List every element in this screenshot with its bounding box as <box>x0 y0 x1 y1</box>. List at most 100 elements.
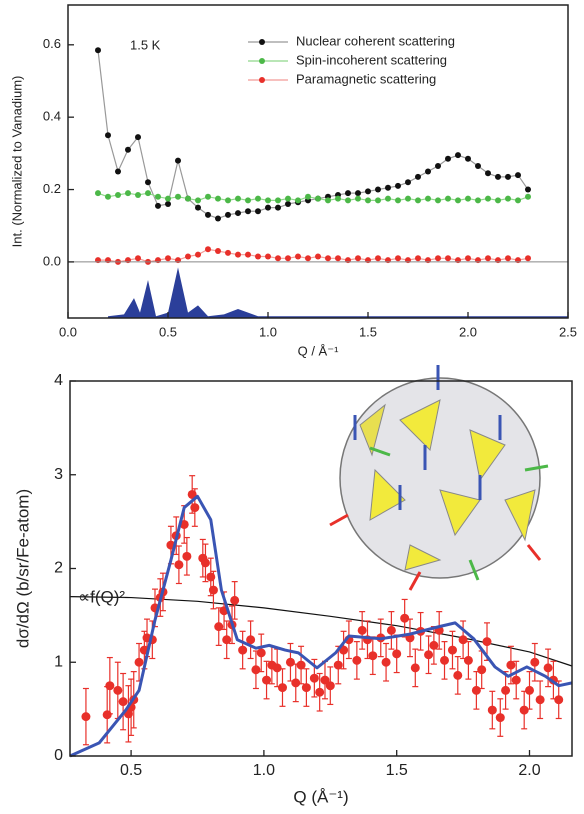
data-point <box>525 193 531 200</box>
data-point <box>415 197 421 204</box>
data-point <box>296 660 306 670</box>
data-point <box>215 248 221 255</box>
data-point <box>463 655 473 665</box>
data-point <box>395 182 401 189</box>
data-point <box>405 195 411 202</box>
data-point <box>465 195 471 202</box>
series-line <box>69 494 573 758</box>
data-point <box>255 195 261 202</box>
data-point <box>495 197 501 204</box>
y-tick-label: 0.0 <box>43 253 61 268</box>
data-point <box>256 648 266 658</box>
data-point <box>155 202 161 209</box>
data-point <box>440 655 450 665</box>
data-point <box>165 201 171 208</box>
x-tick-label: 2.0 <box>459 324 477 339</box>
data-point <box>415 255 421 262</box>
data-point <box>501 685 511 695</box>
data-point <box>495 713 505 723</box>
data-point <box>230 595 240 605</box>
legend-marker <box>259 58 265 64</box>
data-point <box>309 673 319 683</box>
data-point <box>200 558 210 568</box>
data-point <box>215 215 221 222</box>
data-point <box>195 204 201 211</box>
data-point <box>386 625 396 635</box>
y-tick-label: 3 <box>54 466 63 483</box>
data-point <box>185 253 191 260</box>
data-point <box>225 197 231 204</box>
data-point <box>325 255 331 262</box>
data-point <box>405 179 411 186</box>
data-point <box>175 193 181 200</box>
data-point <box>368 651 378 661</box>
data-point <box>554 695 564 705</box>
data-point <box>425 195 431 202</box>
data-point <box>95 47 101 54</box>
data-point <box>265 204 271 211</box>
data-point <box>115 168 121 175</box>
data-point <box>515 172 521 179</box>
data-point <box>182 551 192 561</box>
data-point <box>425 168 431 175</box>
data-point <box>375 197 381 204</box>
data-point <box>275 204 281 211</box>
data-point <box>305 255 311 262</box>
data-point <box>105 132 111 139</box>
data-point <box>135 191 141 198</box>
data-point <box>113 685 123 695</box>
data-point <box>429 640 439 650</box>
data-point <box>453 670 463 680</box>
data-point <box>392 649 402 659</box>
legend-label: Spin-incoherent scattering <box>296 52 447 67</box>
data-point <box>505 255 511 262</box>
data-point <box>285 201 291 208</box>
legend-label: Nuclear coherent scattering <box>296 33 455 48</box>
data-point <box>105 193 111 200</box>
data-point <box>215 195 221 202</box>
series-line <box>98 248 529 263</box>
data-point <box>445 255 451 262</box>
data-point <box>519 705 529 715</box>
data-point <box>352 655 362 665</box>
data-point <box>165 195 171 202</box>
x-axis-label: Q (Å⁻¹) <box>293 787 348 806</box>
legend-marker <box>259 77 265 83</box>
data-point <box>400 613 410 623</box>
data-point <box>285 255 291 262</box>
x-tick-label: 1.5 <box>359 324 377 339</box>
x-axis-label: Q / Å⁻¹ <box>298 343 339 358</box>
data-point <box>355 255 361 262</box>
data-point <box>365 197 371 204</box>
data-point <box>245 208 251 215</box>
data-point <box>445 155 451 162</box>
data-point <box>375 186 381 193</box>
x-tick-label: 0.5 <box>120 762 142 779</box>
data-point <box>475 163 481 170</box>
data-point <box>525 255 531 262</box>
data-point <box>485 170 491 177</box>
y-tick-label: 0 <box>54 747 63 764</box>
data-point <box>295 253 301 260</box>
data-point <box>365 188 371 195</box>
data-point <box>543 663 553 673</box>
data-point <box>355 190 361 197</box>
data-point <box>395 255 401 262</box>
data-point <box>145 179 151 186</box>
data-point <box>225 211 231 218</box>
plot-frame <box>67 4 569 319</box>
data-point <box>235 195 241 202</box>
data-point <box>305 193 311 200</box>
data-point <box>265 253 271 260</box>
cluster-illustration <box>329 365 549 591</box>
data-point <box>125 146 131 153</box>
data-point <box>246 635 256 645</box>
data-point <box>345 197 351 204</box>
data-point <box>135 134 141 141</box>
data-point <box>222 635 232 645</box>
data-point <box>245 197 251 204</box>
data-point <box>295 197 301 204</box>
data-point <box>511 675 521 685</box>
annotation: ∝f(Q)² <box>78 587 125 606</box>
